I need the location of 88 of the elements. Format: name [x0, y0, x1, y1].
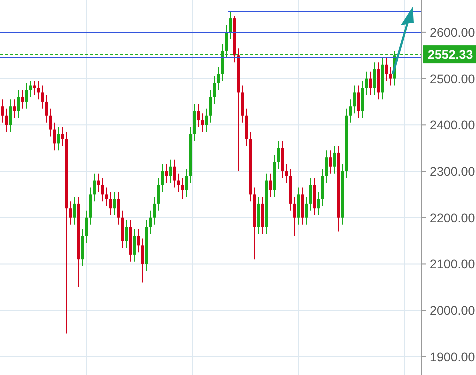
candlestick — [241, 85, 244, 124]
candlestick — [373, 62, 376, 96]
candlestick — [17, 90, 20, 119]
candlestick — [37, 80, 40, 100]
candlestick — [277, 140, 280, 170]
candlestick — [69, 201, 72, 226]
candlestick — [141, 238, 144, 284]
candlestick — [161, 164, 164, 193]
candlestick — [149, 210, 152, 235]
candlestick — [217, 66, 220, 91]
candlestick — [81, 228, 84, 268]
candlestick — [153, 196, 156, 226]
candlestick — [257, 196, 260, 235]
candlestick — [105, 187, 108, 207]
candlestick — [185, 168, 188, 198]
candlestick — [93, 173, 96, 202]
candlestick — [109, 192, 112, 216]
candlestick — [121, 210, 124, 248]
candlestick — [285, 164, 288, 184]
y-tick-label: 2000.00 — [430, 304, 476, 318]
candlestick — [133, 228, 136, 262]
candlestick — [97, 173, 100, 193]
candlestick — [49, 108, 52, 138]
candlestick — [101, 178, 104, 202]
candlestick — [349, 99, 352, 124]
candlestick — [333, 146, 336, 174]
candlestick — [321, 168, 324, 207]
candlestick — [269, 173, 272, 198]
candlestick — [57, 126, 60, 152]
candlestick — [113, 192, 116, 216]
candlestick — [197, 104, 200, 128]
candlestick — [157, 178, 160, 212]
candlestick — [45, 94, 48, 124]
candlestick — [205, 108, 208, 133]
y-tick-label: 2100.00 — [430, 258, 476, 272]
candlestick — [317, 192, 320, 216]
candlestick — [313, 178, 316, 216]
candlestick — [73, 196, 76, 226]
candlestick — [89, 187, 92, 226]
candlestick — [1, 99, 4, 124]
candlestick — [85, 210, 88, 244]
candlestick — [29, 80, 32, 98]
candlestick — [213, 76, 216, 105]
y-tick-label: 1900.00 — [430, 350, 476, 364]
y-tick-label: 2500.00 — [430, 72, 476, 86]
candlestick — [301, 187, 304, 226]
candlestick — [329, 150, 332, 174]
candlestick — [169, 159, 172, 184]
candlestick — [177, 173, 180, 193]
candlestick — [13, 99, 16, 119]
candlestick — [369, 71, 372, 96]
candlestick — [117, 192, 120, 226]
candlestick — [181, 178, 184, 200]
candlestick — [389, 66, 392, 86]
candlestick — [21, 90, 24, 110]
candlestick — [25, 82, 28, 110]
candlestick — [193, 104, 196, 142]
candlestick — [165, 164, 168, 184]
candlestick — [377, 62, 380, 100]
candlestick — [41, 85, 44, 110]
candlestick — [125, 220, 128, 248]
candlestick — [293, 196, 296, 237]
candlestick — [209, 90, 212, 124]
candlestick — [245, 108, 248, 147]
candlestick — [201, 113, 204, 133]
candlestick — [229, 11, 232, 40]
candlestick — [297, 187, 300, 226]
ref-line-label: 2552.33 — [428, 48, 474, 62]
candlestick — [5, 108, 8, 133]
candlestick — [357, 85, 360, 119]
candlestick — [9, 99, 12, 133]
candlestick — [61, 126, 64, 147]
y-tick-label: 2200.00 — [430, 211, 476, 226]
candlestick — [353, 85, 356, 114]
candlestick — [53, 122, 56, 152]
y-tick-label: 2600.00 — [430, 26, 476, 40]
candlestick — [173, 159, 176, 188]
candlestick — [325, 150, 328, 184]
candlestick — [305, 196, 308, 226]
y-tick-label: 2300.00 — [430, 165, 476, 180]
y-tick-label: 2400.00 — [430, 118, 476, 133]
candlestick — [261, 196, 264, 235]
candlestick — [365, 71, 368, 96]
candlestick — [309, 178, 312, 212]
candlestick — [281, 140, 284, 179]
candlestick — [385, 57, 388, 82]
candlestick — [361, 80, 364, 119]
candlestick — [137, 228, 140, 254]
